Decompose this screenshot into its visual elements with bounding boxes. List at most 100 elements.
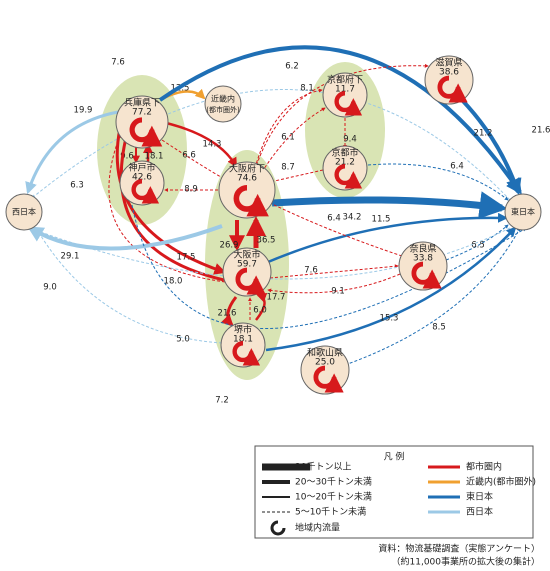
flow-arrow bbox=[261, 107, 326, 173]
flow-label: 17.5 bbox=[177, 253, 196, 263]
source-note: 資料：物流基礎調査（実態アンケート） bbox=[378, 543, 540, 555]
legend-swatch bbox=[270, 520, 286, 536]
region-value: 38.6 bbox=[439, 68, 459, 78]
internal-flow-icon bbox=[131, 179, 160, 204]
region-name: 西日本 bbox=[12, 207, 36, 217]
legend-label: 20～30千トン未満 bbox=[295, 476, 372, 488]
region-value: 18.1 bbox=[233, 335, 253, 345]
region-value: 74.6 bbox=[237, 174, 257, 184]
flow-arrow bbox=[445, 224, 509, 261]
flow-label: 6.0 bbox=[253, 306, 267, 316]
internal-flow-icon bbox=[232, 341, 261, 366]
legend-label: 都市圏内 bbox=[466, 461, 502, 473]
flow-label: 21.6 bbox=[532, 126, 550, 136]
flow-arrow bbox=[119, 127, 225, 282]
flow-arrow bbox=[29, 227, 511, 280]
flow-label: 21.6 bbox=[218, 309, 237, 319]
flow-label: 6.4 bbox=[450, 162, 464, 172]
flow-arrow bbox=[35, 227, 223, 344]
region-name: 兵庫県下 bbox=[124, 97, 160, 109]
internal-flow-icon bbox=[233, 184, 269, 217]
flow-arrow bbox=[254, 88, 323, 169]
flow-arrow bbox=[267, 212, 508, 264]
region-name: 大阪市 bbox=[233, 249, 260, 261]
flow-label: 6.1 bbox=[281, 133, 295, 143]
region-value: 59.7 bbox=[237, 260, 257, 270]
flow-label: 6.3 bbox=[70, 181, 84, 191]
flow-arrow bbox=[108, 129, 226, 283]
internal-flow-icon bbox=[313, 365, 344, 393]
flow-label: 8.9 bbox=[184, 185, 198, 195]
legend-label: 東日本 bbox=[466, 491, 493, 503]
flow-arrow bbox=[367, 163, 509, 201]
flow-label: 17.7 bbox=[267, 293, 286, 303]
flow-label: 21.2 bbox=[474, 129, 493, 139]
flow-label: 7.6 bbox=[304, 266, 318, 276]
flow-arrow bbox=[161, 139, 227, 181]
flow-label: 29.1 bbox=[61, 252, 80, 262]
region-value: 77.2 bbox=[132, 108, 152, 118]
flow-arrow bbox=[255, 292, 268, 321]
internal-flow-icon bbox=[334, 164, 363, 189]
flow-label: 36.5 bbox=[257, 236, 276, 246]
flow-arrow bbox=[220, 296, 238, 327]
flow-label: 8.1 bbox=[300, 84, 314, 94]
flow-label: 7.6 bbox=[111, 58, 125, 68]
flow-label: 18.0 bbox=[164, 277, 183, 287]
flow-arrow bbox=[31, 89, 511, 201]
flow-label: 8.5 bbox=[432, 323, 446, 333]
flow-label: 6.4 bbox=[327, 214, 341, 224]
flow-arrow bbox=[344, 227, 521, 366]
flow-label: 6.2 bbox=[285, 62, 299, 72]
legend-label: 地域内流量 bbox=[295, 522, 340, 534]
legend-label: 10～20千トン未満 bbox=[295, 491, 372, 503]
internal-flow-icon bbox=[334, 91, 363, 116]
flow-label: 34.2 bbox=[343, 213, 362, 223]
legend-title: 凡 例 bbox=[384, 451, 405, 463]
flow-label: 26.9 bbox=[220, 241, 239, 251]
flow-arrow bbox=[460, 98, 522, 196]
legend-label: 近畿内(都市圏外) bbox=[466, 476, 536, 488]
flow-label: 9.6 bbox=[120, 152, 134, 162]
region-name: 堺市 bbox=[234, 324, 252, 336]
region-name: 奈良県 bbox=[409, 243, 436, 255]
flow-arrow bbox=[269, 169, 324, 184]
region-value: 42.6 bbox=[132, 173, 152, 183]
region-note: (都市圏外) bbox=[206, 105, 240, 114]
internal-flow-icon bbox=[437, 75, 468, 103]
flow-label: 6.5 bbox=[471, 241, 485, 251]
region-value: 21.2 bbox=[335, 158, 355, 168]
region-node bbox=[504, 193, 542, 231]
region-name: 近畿内 bbox=[211, 94, 235, 104]
flow-arrow bbox=[27, 224, 223, 251]
flow-label: 9.4 bbox=[343, 135, 357, 145]
flow-arrow bbox=[131, 204, 527, 329]
flow-label: 14.3 bbox=[203, 140, 222, 150]
flow-arrow bbox=[267, 201, 403, 257]
region-value: 33.8 bbox=[413, 254, 433, 264]
region-name: 大阪府下 bbox=[229, 163, 265, 175]
flow-label: 6.6 bbox=[182, 151, 196, 161]
region-name: 神戸市 bbox=[128, 162, 155, 174]
region-name: 東日本 bbox=[511, 207, 535, 217]
flow-arrow bbox=[158, 45, 522, 195]
flow-arrow bbox=[267, 273, 401, 294]
flow-label: 9.0 bbox=[43, 283, 57, 293]
legend: 凡 例 30千トン以上 20～30千トン未満 10～20千トン未満 5～10千ト… bbox=[254, 445, 536, 539]
legend-label: 30千トン以上 bbox=[295, 462, 351, 473]
region-value: 11.7 bbox=[335, 85, 355, 95]
region-node bbox=[204, 85, 242, 123]
region-value: 25.0 bbox=[315, 358, 335, 368]
legend-label: 5～10千トン未満 bbox=[295, 506, 366, 518]
legend-label: 西日本 bbox=[466, 506, 493, 518]
source-note: （約11,000事業所の拡大後の集計） bbox=[392, 556, 541, 568]
flow-arrow bbox=[271, 191, 508, 220]
flow-arrow bbox=[25, 110, 119, 195]
region-name: 京都市 bbox=[331, 147, 358, 159]
flow-arrow bbox=[269, 264, 399, 279]
flow-arrow bbox=[115, 127, 227, 275]
internal-flow-icon bbox=[411, 261, 442, 289]
region-name: 京都府下 bbox=[327, 74, 363, 86]
flow-label: 8.7 bbox=[281, 163, 295, 173]
